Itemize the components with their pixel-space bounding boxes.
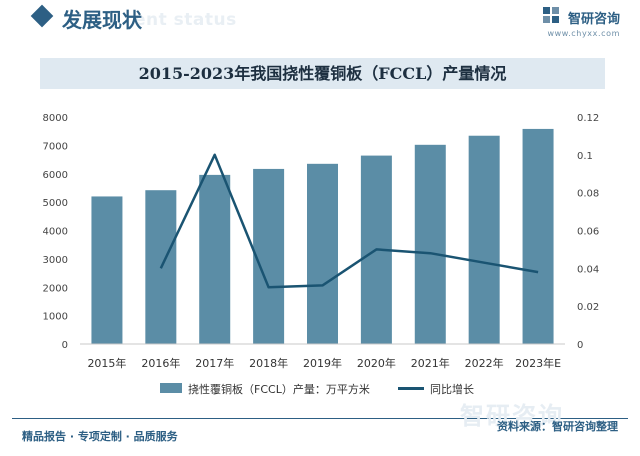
logo-icon: [542, 6, 560, 28]
y-right-tick-label: 0: [577, 340, 583, 351]
x-category-label: 2020年: [357, 356, 396, 370]
legend-swatch-line: [398, 387, 424, 390]
chart-legend: 挠性覆铜板（FCCL）产量：万平方米 同比增长: [0, 380, 640, 396]
legend-swatch-bar: [160, 383, 182, 393]
y-left-tick-label: 2000: [43, 283, 68, 294]
y-left-tick-label: 1000: [43, 312, 68, 323]
brand-url: www.chyxx.com: [547, 29, 620, 38]
footer-rule: [12, 418, 628, 419]
bar: [414, 144, 446, 344]
x-category-label: 2018年: [249, 356, 288, 370]
x-category-label: 2017年: [195, 356, 234, 370]
bar: [522, 128, 554, 344]
y-left-tick-label: 7000: [43, 141, 68, 152]
bar: [91, 196, 123, 344]
bar: [199, 174, 231, 344]
ghost-subtitle: ent status: [134, 10, 237, 30]
x-category-label: 2022年: [465, 356, 504, 370]
brand-name: 智研咨询: [567, 11, 620, 27]
x-category-label: 2019年: [303, 356, 342, 370]
y-right-tick-label: 0.08: [577, 189, 599, 200]
page-footer: 智研咨询 精品报告 · 专项定制 · 品质服务 资料来源：智研咨询整理: [0, 402, 640, 456]
bar: [307, 163, 338, 344]
page-header: ent status 发展现状 智研咨询 www.chyxx.com: [0, 0, 640, 40]
bar: [253, 168, 285, 344]
section-title: 发展现状: [62, 8, 142, 32]
bar: [468, 135, 500, 344]
y-left-tick-label: 4000: [43, 227, 68, 238]
source-note: 资料来源：智研咨询整理: [497, 420, 618, 433]
y-left-tick-label: 5000: [43, 198, 68, 209]
y-left-tick-label: 8000: [43, 113, 68, 124]
brand-logo: 智研咨询 www.chyxx.com: [542, 6, 620, 38]
legend-label-bar: 挠性覆铜板（FCCL）产量：万平方米: [188, 383, 370, 396]
chart-title-bar: 2015-2023年我国挠性覆铜板（FCCL）产量情况: [40, 58, 605, 89]
y-right-tick-label: 0.02: [577, 302, 599, 313]
y-left-tick-label: 3000: [43, 255, 68, 266]
legend-label-line: 同比增长: [430, 383, 474, 396]
chart-title: 2015-2023年我国挠性覆铜板（FCCL）产量情况: [138, 64, 507, 83]
y-left-tick-label: 6000: [43, 170, 68, 181]
ghost-brand-watermark: 智研咨询: [460, 402, 564, 430]
y-right-tick-label: 0.04: [577, 264, 599, 275]
y-right-tick-label: 0.1: [577, 151, 593, 162]
footer-tagline: 精品报告 · 专项定制 · 品质服务: [22, 430, 178, 443]
x-category-label: 2016年: [141, 356, 180, 370]
y-left-tick-label: 0: [62, 340, 68, 351]
y-right-tick-label: 0.06: [577, 227, 599, 238]
growth-line: [159, 153, 539, 289]
x-category-label: 2021年: [411, 356, 450, 370]
x-category-label: 2015年: [87, 356, 126, 370]
x-category-label: 2023年E: [515, 356, 561, 370]
y-right-tick-label: 0.12: [577, 113, 599, 124]
